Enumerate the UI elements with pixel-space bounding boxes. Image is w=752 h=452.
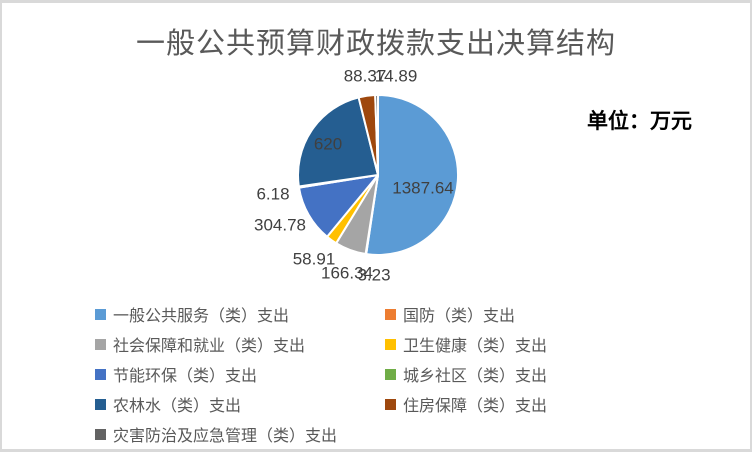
legend-label: 住房保障（类）支出 xyxy=(403,398,548,415)
data-label: 3.23 xyxy=(357,265,391,285)
legend-item-7: 住房保障（类）支出 xyxy=(385,389,675,419)
legend-label: 节能环保（类）支出 xyxy=(113,368,258,385)
unit-label: 单位：万元 xyxy=(587,109,692,133)
legend-swatch xyxy=(95,308,106,320)
legend-label: 城乡社区（类）支出 xyxy=(403,368,548,385)
legend-swatch xyxy=(385,308,396,320)
legend-label: 农林水（类）支出 xyxy=(113,398,242,415)
legend-swatch xyxy=(95,368,106,380)
legend-swatch xyxy=(385,398,396,410)
legend: 一般公共服务（类）支出 国防（类）支出社会保障和就业（类）支出 卫生健康（类）支出节… xyxy=(95,299,675,449)
legend-swatch xyxy=(95,338,106,350)
legend-item-4: 节能环保（类）支出 xyxy=(95,359,385,389)
legend-item-0: 一般公共服务（类）支出 xyxy=(95,299,385,329)
data-label: 14.89 xyxy=(374,66,418,86)
legend-label: 卫生健康（类）支出 xyxy=(403,338,548,355)
pie-slice-8 xyxy=(374,94,379,176)
legend-label: 国防（类）支出 xyxy=(403,308,516,325)
legend-label: 灾害防治及应急管理（类）支出 xyxy=(113,428,338,445)
chart-title: 一般公共预算财政拨款支出决算结构 xyxy=(135,28,616,60)
legend-item-1: 国防（类）支出 xyxy=(385,299,675,329)
legend-swatch xyxy=(95,428,106,440)
legend-swatch xyxy=(385,368,396,380)
data-label: 88.37 xyxy=(343,66,387,86)
data-label: 166.34 xyxy=(321,263,373,283)
pie-chart xyxy=(297,94,460,256)
legend-swatch xyxy=(95,398,106,410)
data-label: 58.91 xyxy=(292,249,336,269)
pie-slice-6 xyxy=(297,96,379,188)
data-label: 1387.64 xyxy=(392,178,454,198)
legend-item-8: 灾害防治及应急管理（类）支出 xyxy=(95,419,385,449)
pie-slice-0 xyxy=(365,94,460,256)
legend-item-2: 社会保障和就业（类）支出 xyxy=(95,329,385,359)
data-label: 620 xyxy=(313,134,343,154)
legend-label: 一般公共服务（类）支出 xyxy=(113,308,290,325)
legend-label: 社会保障和就业（类）支出 xyxy=(113,338,306,355)
legend-swatch xyxy=(385,338,396,350)
legend-item-6: 农林水（类）支出 xyxy=(95,389,385,419)
data-label: 304.78 xyxy=(254,215,306,235)
legend-item-3: 卫生健康（类）支出 xyxy=(385,329,675,359)
legend-item-5: 城乡社区（类）支出 xyxy=(385,359,675,389)
data-label: 6.18 xyxy=(256,184,290,204)
